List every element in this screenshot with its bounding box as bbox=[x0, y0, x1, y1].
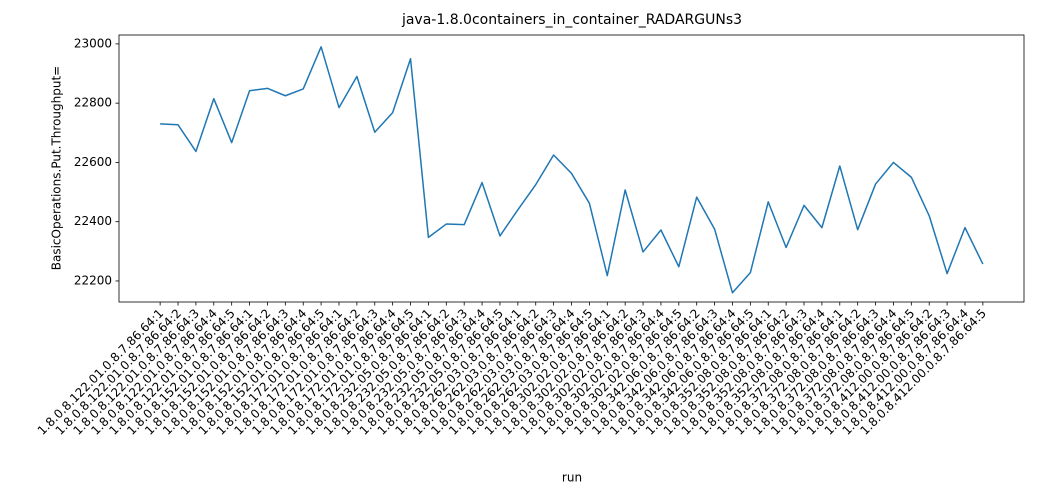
y-tick-label: 22200 bbox=[74, 273, 112, 287]
y-tick-label: 23000 bbox=[74, 36, 112, 50]
y-tick-label: 22400 bbox=[74, 214, 112, 228]
chart-title: java-1.8.0containers_in_container_RADARG… bbox=[401, 12, 742, 28]
data-line bbox=[160, 46, 984, 294]
x-axis-label: run bbox=[562, 471, 582, 485]
y-axis-label: BasicOperations.Put.Throughput= bbox=[50, 66, 64, 270]
y-tick-label: 22800 bbox=[74, 96, 112, 110]
plot-frame bbox=[118, 34, 1025, 303]
y-tick-label: 22600 bbox=[74, 155, 112, 169]
